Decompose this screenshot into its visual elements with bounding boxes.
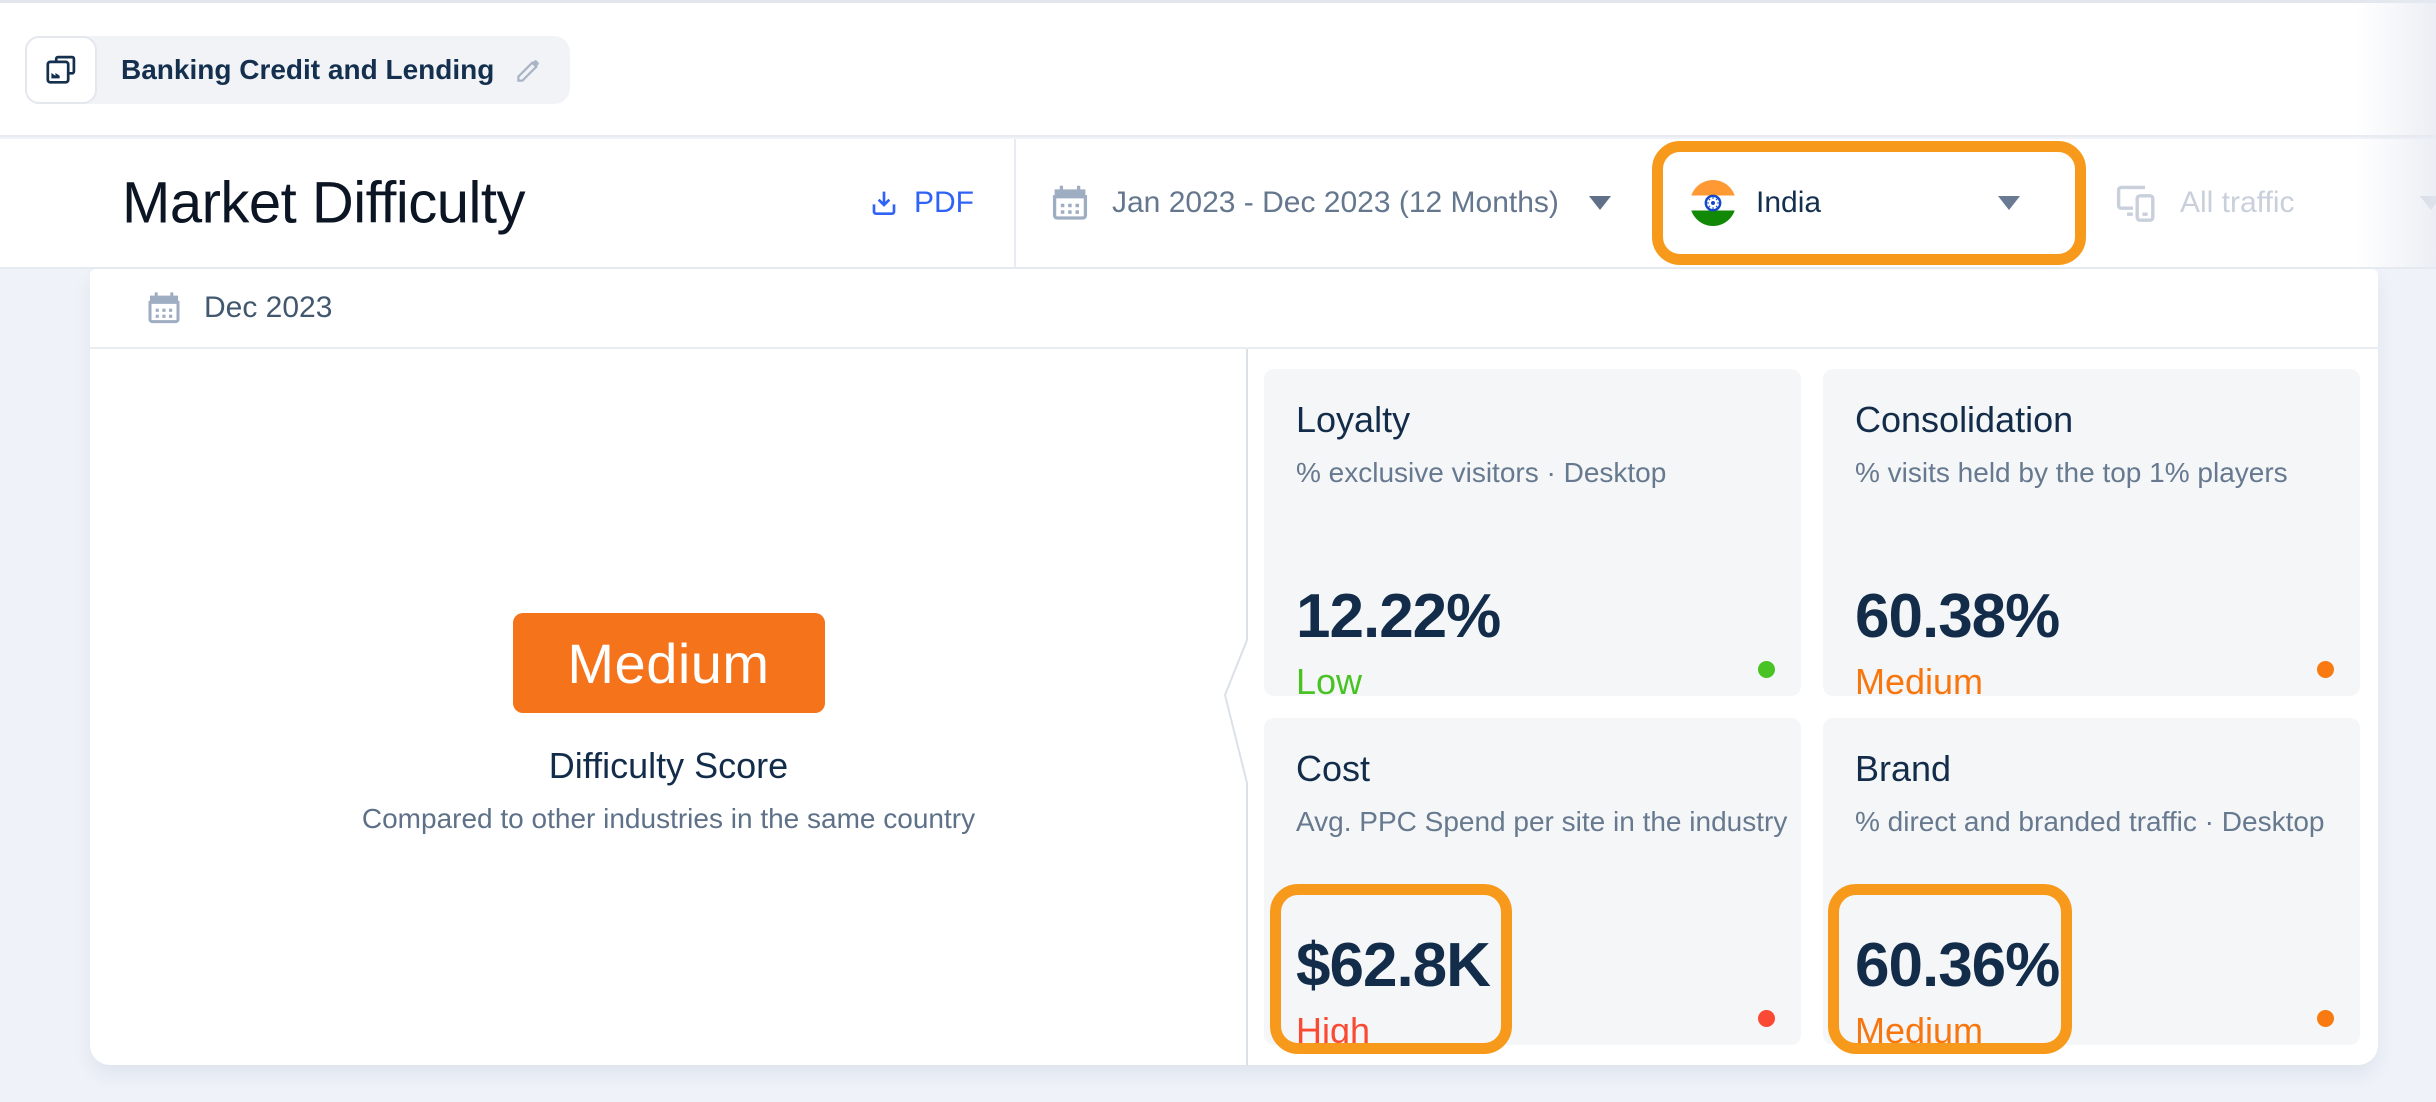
status-dot bbox=[1758, 661, 1775, 678]
metric-title: Cost bbox=[1296, 748, 1371, 789]
country-label: India bbox=[1756, 186, 1822, 219]
metric-status: Medium bbox=[1855, 661, 1984, 702]
download-icon bbox=[872, 191, 896, 215]
pdf-label: PDF bbox=[914, 186, 974, 219]
country-selector[interactable]: India bbox=[1690, 180, 2020, 226]
chevron-down-icon bbox=[1588, 196, 1611, 210]
status-dot bbox=[1758, 1010, 1775, 1027]
difficulty-score-pane: Medium Difficulty Score Compared to othe… bbox=[90, 349, 1247, 1065]
pane-divider-chevron bbox=[1223, 349, 1248, 1065]
metric-card-loyalty: Loyalty % exclusive visitors · Desktop 1… bbox=[1264, 369, 1801, 702]
difficulty-score-badge: Medium bbox=[512, 613, 825, 713]
industry-icon-box bbox=[25, 36, 97, 104]
traffic-selector[interactable]: All traffic bbox=[2112, 179, 2294, 227]
metric-value: $62.8K bbox=[1296, 931, 1491, 1000]
pencil-icon[interactable] bbox=[514, 55, 544, 85]
difficulty-score-value: Medium bbox=[567, 631, 770, 695]
pdf-download-button[interactable]: PDF bbox=[868, 186, 974, 220]
metric-status: Medium bbox=[1855, 1010, 1984, 1051]
metric-title: Brand bbox=[1855, 748, 1952, 789]
metric-value: 60.38% bbox=[1855, 582, 2060, 651]
period-bar: Dec 2023 bbox=[90, 269, 2378, 349]
status-dot bbox=[2317, 1010, 2334, 1027]
industry-chip-label: Banking Credit and Lending bbox=[121, 54, 495, 85]
page-title: Market Difficulty bbox=[122, 170, 525, 236]
chevron-down-icon bbox=[2420, 196, 2436, 210]
industry-chip[interactable]: Banking Credit and Lending bbox=[25, 36, 571, 104]
content-area: Dec 2023 Medium Difficulty Score Compare… bbox=[0, 269, 2436, 1102]
metric-subtitle: % direct and branded traffic · Desktop bbox=[1855, 806, 2325, 837]
chevron-down-icon bbox=[1998, 196, 2020, 210]
metric-subtitle: % visits held by the top 1% players bbox=[1855, 457, 2288, 488]
devices-icon bbox=[2116, 185, 2155, 222]
metric-card-brand: Brand % direct and branded traffic · Des… bbox=[1823, 718, 2360, 1051]
metric-value: 12.22% bbox=[1296, 582, 1501, 651]
metric-card-consolidation: Consolidation % visits held by the top 1… bbox=[1823, 369, 2360, 702]
page-header: Market Difficulty PDF Jan 2023 - Dec 202… bbox=[0, 139, 2436, 269]
india-flag-icon bbox=[1690, 180, 1736, 226]
metric-card-cost: Cost Avg. PPC Spend per site in the indu… bbox=[1264, 718, 1801, 1051]
status-dot bbox=[2317, 661, 2334, 678]
header-divider bbox=[1014, 139, 1016, 267]
calendar-icon bbox=[1052, 185, 1088, 220]
period-label: Dec 2023 bbox=[204, 291, 333, 324]
traffic-label: All traffic bbox=[2180, 186, 2295, 219]
metric-subtitle: Avg. PPC Spend per site in the industry bbox=[1296, 806, 1788, 837]
metric-title: Consolidation bbox=[1855, 399, 2074, 440]
metric-title: Loyalty bbox=[1296, 399, 1411, 440]
metric-subtitle: % exclusive visitors · Desktop bbox=[1296, 457, 1667, 488]
metric-status: High bbox=[1296, 1010, 1371, 1051]
top-bar: Banking Credit and Lending bbox=[0, 0, 2436, 137]
date-range-label: Jan 2023 - Dec 2023 (12 Months) bbox=[1112, 186, 1559, 219]
market-difficulty-card: Dec 2023 Medium Difficulty Score Compare… bbox=[90, 269, 2378, 1065]
calendar-icon bbox=[148, 292, 180, 324]
difficulty-score-title: Difficulty Score bbox=[548, 745, 789, 786]
date-range-selector[interactable]: Jan 2023 - Dec 2023 (12 Months) bbox=[1048, 181, 1611, 225]
metric-status: Low bbox=[1296, 661, 1363, 702]
industry-icon bbox=[46, 55, 76, 84]
difficulty-score-subtitle: Compared to other industries in the same… bbox=[361, 803, 976, 834]
metric-value: 60.36% bbox=[1855, 931, 2060, 1000]
